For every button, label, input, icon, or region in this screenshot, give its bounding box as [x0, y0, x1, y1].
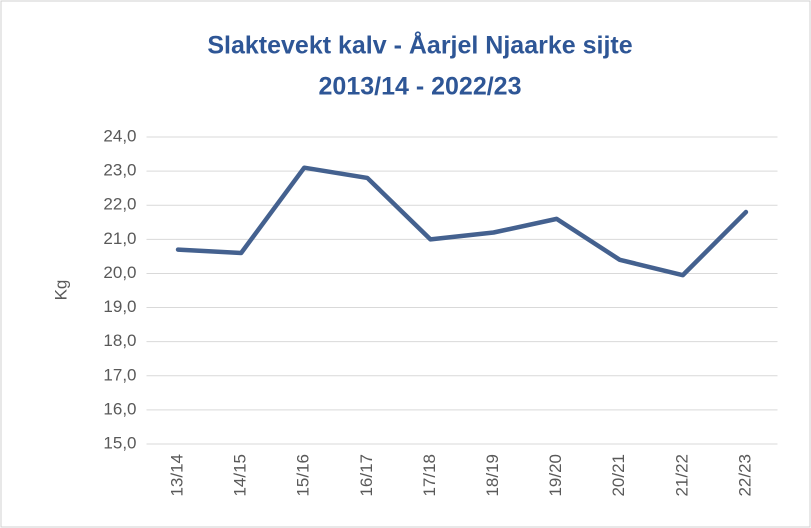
y-tick-label: 22,0 [103, 195, 136, 214]
chart-title: 2013/14 - 2022/23 [319, 73, 522, 101]
y-tick-label: 23,0 [103, 161, 136, 180]
y-tick-label: 21,0 [103, 229, 136, 248]
x-tick-label: 16/17 [357, 454, 376, 497]
data-line [175, 165, 749, 278]
x-tick-label: 22/23 [735, 454, 754, 497]
x-tick-label: 18/19 [483, 454, 502, 497]
x-tick-label: 19/20 [546, 454, 565, 497]
x-tick-label: 13/14 [168, 454, 187, 497]
y-tick-label: 18,0 [103, 331, 136, 350]
x-tick-label: 14/15 [231, 454, 250, 497]
x-tick-label: 17/18 [420, 454, 439, 497]
y-tick-label: 20,0 [103, 263, 136, 282]
y-axis-label: Kg [51, 280, 70, 301]
x-tick-label: 15/16 [294, 454, 313, 497]
chart-title: Slaktevekt kalv - Åarjel Njaarke sijte [207, 31, 632, 60]
y-tick-label: 16,0 [103, 399, 136, 418]
x-tick-label: 20/21 [609, 454, 628, 497]
y-tick-label: 17,0 [103, 365, 136, 384]
y-tick-label: 19,0 [103, 297, 136, 316]
x-tick-label: 21/22 [672, 454, 691, 497]
y-tick-label: 15,0 [103, 433, 136, 452]
y-tick-label: 24,0 [103, 126, 136, 145]
